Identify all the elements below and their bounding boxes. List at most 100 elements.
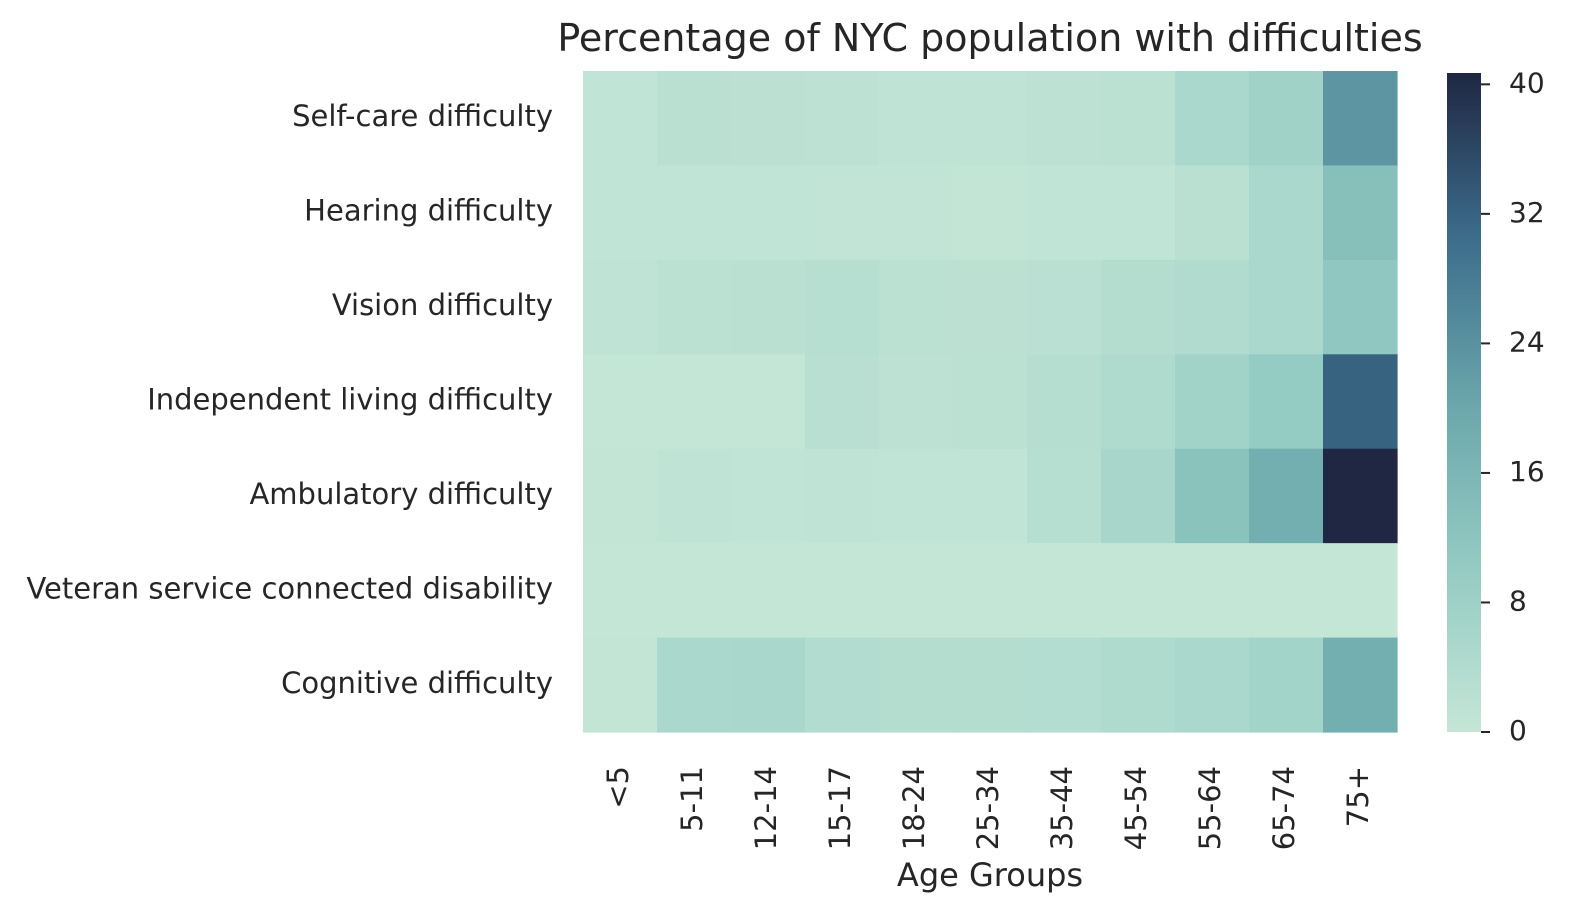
- colorbar-tick-label: 40: [1509, 66, 1545, 99]
- colorbar-gradient: [1447, 73, 1481, 732]
- heatmap-cell: [1101, 165, 1176, 261]
- heatmap-cell: [731, 448, 806, 544]
- heatmap-cell: [879, 543, 954, 639]
- x-tick-label: 35-44: [1045, 766, 1079, 850]
- heatmap-cell: [731, 71, 806, 167]
- heatmap-cell: [657, 165, 732, 261]
- heatmap-cell: [1101, 71, 1176, 167]
- heatmap-cell: [1249, 165, 1324, 261]
- heatmap-cell: [1101, 354, 1176, 450]
- heatmap-cell: [1027, 165, 1102, 261]
- heatmap-cell: [879, 71, 954, 167]
- heatmap-cell: [1249, 354, 1324, 450]
- heatmap-cell: [583, 71, 658, 167]
- heatmap-cell: [953, 543, 1028, 639]
- heatmap-cell: [583, 259, 658, 355]
- heatmap-cell: [953, 354, 1028, 450]
- heatmap-cell: [879, 259, 954, 355]
- heatmap-cell: [805, 637, 880, 733]
- x-tick-label: 65-74: [1267, 766, 1301, 850]
- heatmap-cell: [583, 637, 658, 733]
- heatmap-cell: [953, 637, 1028, 733]
- heatmap-cell: [1175, 354, 1250, 450]
- heatmap-cell: [805, 71, 880, 167]
- colorbar: 0 8 16 24 32 40: [1447, 66, 1545, 747]
- heatmap-cell: [1101, 637, 1176, 733]
- heatmap-cell: [1249, 448, 1324, 544]
- heatmap-cell: [1027, 71, 1102, 167]
- heatmap-cell: [1249, 259, 1324, 355]
- heatmap-cell: [879, 637, 954, 733]
- heatmap-cell: [953, 165, 1028, 261]
- heatmap-cell: [879, 354, 954, 450]
- heatmap-cell: [1027, 637, 1102, 733]
- heatmap-cell: [1027, 543, 1102, 639]
- heatmap-cell: [1027, 448, 1102, 544]
- x-tick-label: 12-14: [749, 766, 783, 850]
- y-tick-label: Self-care difficulty: [292, 99, 553, 133]
- colorbar-ticks: 0 8 16 24 32 40: [1481, 66, 1545, 747]
- heatmap-cell: [731, 165, 806, 261]
- heatmap-cell: [583, 448, 658, 544]
- colorbar-tick-label: 24: [1509, 325, 1545, 358]
- x-tick-label: 75+: [1341, 766, 1375, 827]
- heatmap-cell: [1101, 448, 1176, 544]
- heatmap-cell: [657, 543, 732, 639]
- x-tick-label: <5: [601, 766, 635, 809]
- y-tick-label: Cognitive difficulty: [281, 666, 553, 700]
- heatmap-cell: [1175, 165, 1250, 261]
- heatmap-cell: [1175, 71, 1250, 167]
- heatmap-cell: [583, 543, 658, 639]
- heatmap-cell: [953, 259, 1028, 355]
- heatmap-cell: [731, 637, 806, 733]
- heatmap-cell: [1323, 448, 1398, 544]
- x-axis-labels: <5 5-11 12-14 15-17 18-24 25-34 35-44 45-54 55-6…: [601, 766, 1375, 850]
- y-tick-label: Independent living difficulty: [147, 383, 553, 417]
- heatmap-cell: [1027, 354, 1102, 450]
- heatmap-cell: [953, 448, 1028, 544]
- chart-title: Percentage of NYC population with diffic…: [557, 16, 1422, 60]
- colorbar-tick-label: 0: [1509, 714, 1527, 747]
- heatmap-cells: [583, 71, 1398, 733]
- heatmap-cell: [1175, 448, 1250, 544]
- x-tick-label: 45-54: [1119, 766, 1153, 850]
- y-tick-label: Veteran service connected disability: [26, 571, 553, 605]
- heatmap-cell: [805, 259, 880, 355]
- heatmap-cell: [583, 354, 658, 450]
- heatmap-cell: [1101, 259, 1176, 355]
- heatmap-cell: [731, 259, 806, 355]
- heatmap-cell: [583, 165, 658, 261]
- y-tick-label: Ambulatory difficulty: [249, 477, 553, 511]
- heatmap-cell: [657, 637, 732, 733]
- colorbar-tick-label: 8: [1509, 584, 1527, 617]
- colorbar-tick-label: 32: [1509, 196, 1545, 229]
- colorbar-tick-label: 16: [1509, 455, 1545, 488]
- heatmap-cell: [1249, 637, 1324, 733]
- heatmap-cell: [1175, 543, 1250, 639]
- heatmap-cell: [805, 354, 880, 450]
- heatmap-cell: [657, 448, 732, 544]
- x-tick-label: 15-17: [823, 766, 857, 850]
- heatmap-cell: [657, 71, 732, 167]
- heatmap-cell: [805, 448, 880, 544]
- heatmap-cell: [1175, 637, 1250, 733]
- heatmap-cell: [731, 354, 806, 450]
- heatmap-cell: [1249, 71, 1324, 167]
- y-tick-label: Vision difficulty: [332, 288, 553, 322]
- heatmap-cell: [1175, 259, 1250, 355]
- heatmap-cell: [1323, 259, 1398, 355]
- heatmap-cell: [879, 448, 954, 544]
- heatmap-cell: [1323, 354, 1398, 450]
- x-axis-label: Age Groups: [897, 856, 1083, 894]
- heatmap-cell: [1323, 71, 1398, 167]
- heatmap-cell: [1249, 543, 1324, 639]
- y-tick-label: Hearing difficulty: [304, 194, 553, 228]
- heatmap-cell: [731, 543, 806, 639]
- heatmap-cell: [1323, 165, 1398, 261]
- heatmap-cell: [1027, 259, 1102, 355]
- heatmap-cell: [657, 259, 732, 355]
- heatmap-cell: [657, 354, 732, 450]
- heatmap-cell: [1323, 637, 1398, 733]
- heatmap-cell: [953, 71, 1028, 167]
